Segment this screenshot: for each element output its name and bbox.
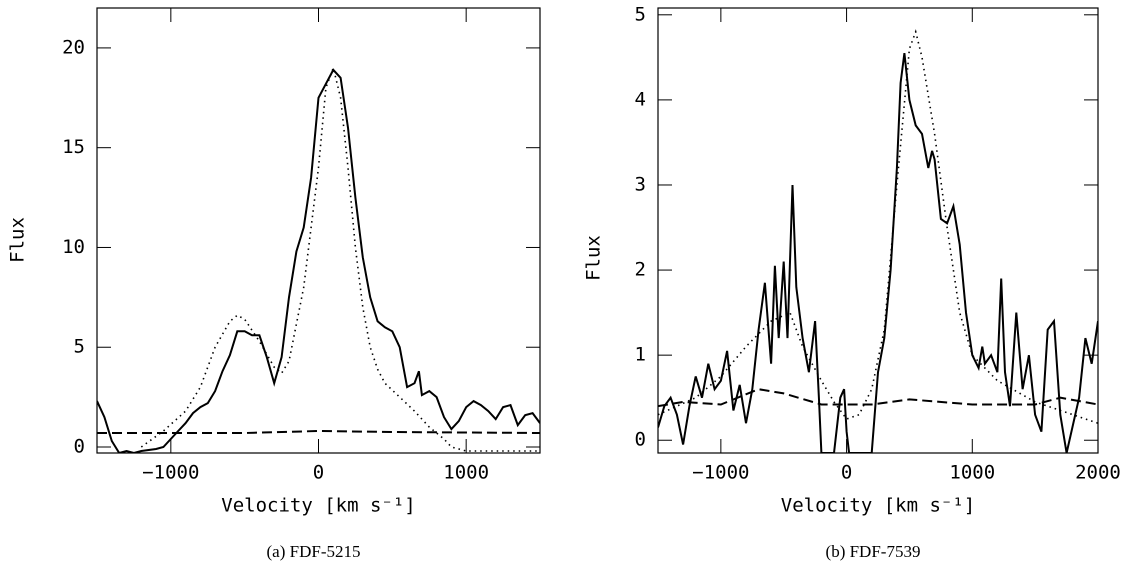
line-series bbox=[140, 65, 540, 452]
y-tick-label: 4 bbox=[635, 88, 646, 110]
y-tick-label: 2 bbox=[635, 259, 646, 281]
y-axis-label: Flux bbox=[7, 217, 29, 263]
x-tick-label: 1000 bbox=[949, 462, 995, 484]
line-series bbox=[658, 52, 1098, 453]
line-series bbox=[658, 29, 1098, 424]
x-axis-label: Velocity [km s⁻¹] bbox=[781, 495, 975, 517]
y-tick-label: 5 bbox=[74, 336, 85, 358]
y-tick-label: 15 bbox=[62, 136, 85, 158]
caption: (a) FDF-5215 bbox=[267, 542, 361, 561]
caption: (b) FDF-7539 bbox=[826, 542, 921, 561]
y-axis-label: Flux bbox=[583, 235, 605, 281]
plot-frame bbox=[657, 7, 1099, 454]
plot-frame bbox=[96, 7, 541, 454]
x-axis-label: Velocity [km s⁻¹] bbox=[221, 495, 415, 517]
x-tick-label: 1000 bbox=[443, 462, 489, 484]
x-tick-label: 0 bbox=[841, 462, 852, 484]
line-series bbox=[97, 68, 540, 453]
y-tick-label: 1 bbox=[635, 344, 646, 366]
x-tick-label: 0 bbox=[313, 462, 324, 484]
y-tick-label: 3 bbox=[635, 173, 646, 195]
x-tick-label: 2000 bbox=[1075, 462, 1121, 484]
line-series bbox=[97, 429, 540, 434]
y-tick-label: 5 bbox=[635, 3, 646, 25]
x-tick-label: −1000 bbox=[142, 462, 199, 484]
y-tick-label: 20 bbox=[62, 36, 85, 58]
y-tick-label: 0 bbox=[635, 429, 646, 451]
y-tick-label: 0 bbox=[74, 436, 85, 458]
x-tick-label: −1000 bbox=[692, 462, 749, 484]
y-tick-label: 10 bbox=[62, 236, 85, 258]
